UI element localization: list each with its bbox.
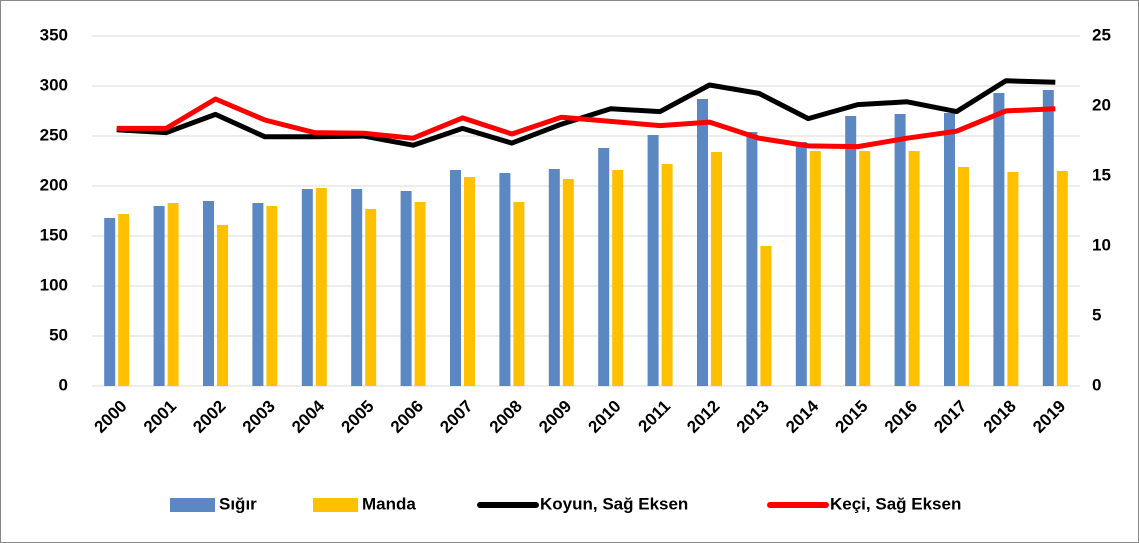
line xyxy=(116,78,1056,148)
y-tick-label: 150 xyxy=(40,225,68,244)
legend-label: Keçi, Sağ Eksen xyxy=(830,494,961,513)
bar xyxy=(450,170,461,386)
bar xyxy=(562,179,574,386)
legend-label: Sığır xyxy=(219,494,257,513)
y-tick-label: 200 xyxy=(40,175,68,194)
y-tick-label: 250 xyxy=(40,125,68,144)
y-tick-label: 300 xyxy=(40,75,68,94)
y-tick-label: 100 xyxy=(40,275,68,294)
bar xyxy=(315,188,327,386)
y2-tick-label: 20 xyxy=(1092,95,1111,114)
bar xyxy=(414,202,426,386)
bar xyxy=(1056,171,1068,386)
y2-tick-label: 15 xyxy=(1092,165,1111,184)
bar xyxy=(993,93,1005,386)
bar xyxy=(104,218,116,386)
bar xyxy=(217,225,228,386)
bar xyxy=(203,201,214,386)
bar xyxy=(958,167,969,386)
bar xyxy=(167,203,179,386)
bar xyxy=(598,148,610,386)
bar xyxy=(908,151,920,386)
bar xyxy=(647,135,659,386)
legend-swatch xyxy=(313,498,358,512)
bar xyxy=(1042,90,1054,386)
bar xyxy=(859,151,871,386)
y2-tick-label: 0 xyxy=(1092,375,1101,394)
bar xyxy=(266,206,278,386)
y2-tick-label: 25 xyxy=(1092,25,1111,44)
bar xyxy=(845,116,857,386)
bar xyxy=(301,189,313,386)
line xyxy=(116,96,1056,150)
bar xyxy=(795,142,807,386)
bar xyxy=(118,214,130,386)
legend-label: Manda xyxy=(362,494,416,513)
y-tick-label: 350 xyxy=(40,25,68,44)
bar xyxy=(697,99,708,386)
y2-tick-label: 10 xyxy=(1092,235,1111,254)
bar xyxy=(711,152,722,386)
y2-tick-label: 5 xyxy=(1092,305,1101,324)
bar xyxy=(612,170,624,386)
y-tick-label: 50 xyxy=(49,325,68,344)
bar xyxy=(365,209,377,386)
bar xyxy=(661,164,673,386)
bar xyxy=(809,151,821,386)
bar xyxy=(746,132,758,386)
bar xyxy=(1007,172,1019,386)
bar xyxy=(153,206,165,386)
bar xyxy=(944,113,955,386)
bar xyxy=(513,202,525,386)
bar xyxy=(351,189,363,386)
bar xyxy=(548,169,560,386)
y-tick-label: 0 xyxy=(59,375,68,394)
bar xyxy=(252,203,264,386)
bar xyxy=(400,191,412,386)
legend-swatch xyxy=(170,498,215,512)
bar xyxy=(499,173,511,386)
bar xyxy=(464,177,475,386)
bar xyxy=(760,246,772,386)
legend-label: Koyun, Sağ Eksen xyxy=(540,494,688,513)
bar xyxy=(894,114,906,386)
